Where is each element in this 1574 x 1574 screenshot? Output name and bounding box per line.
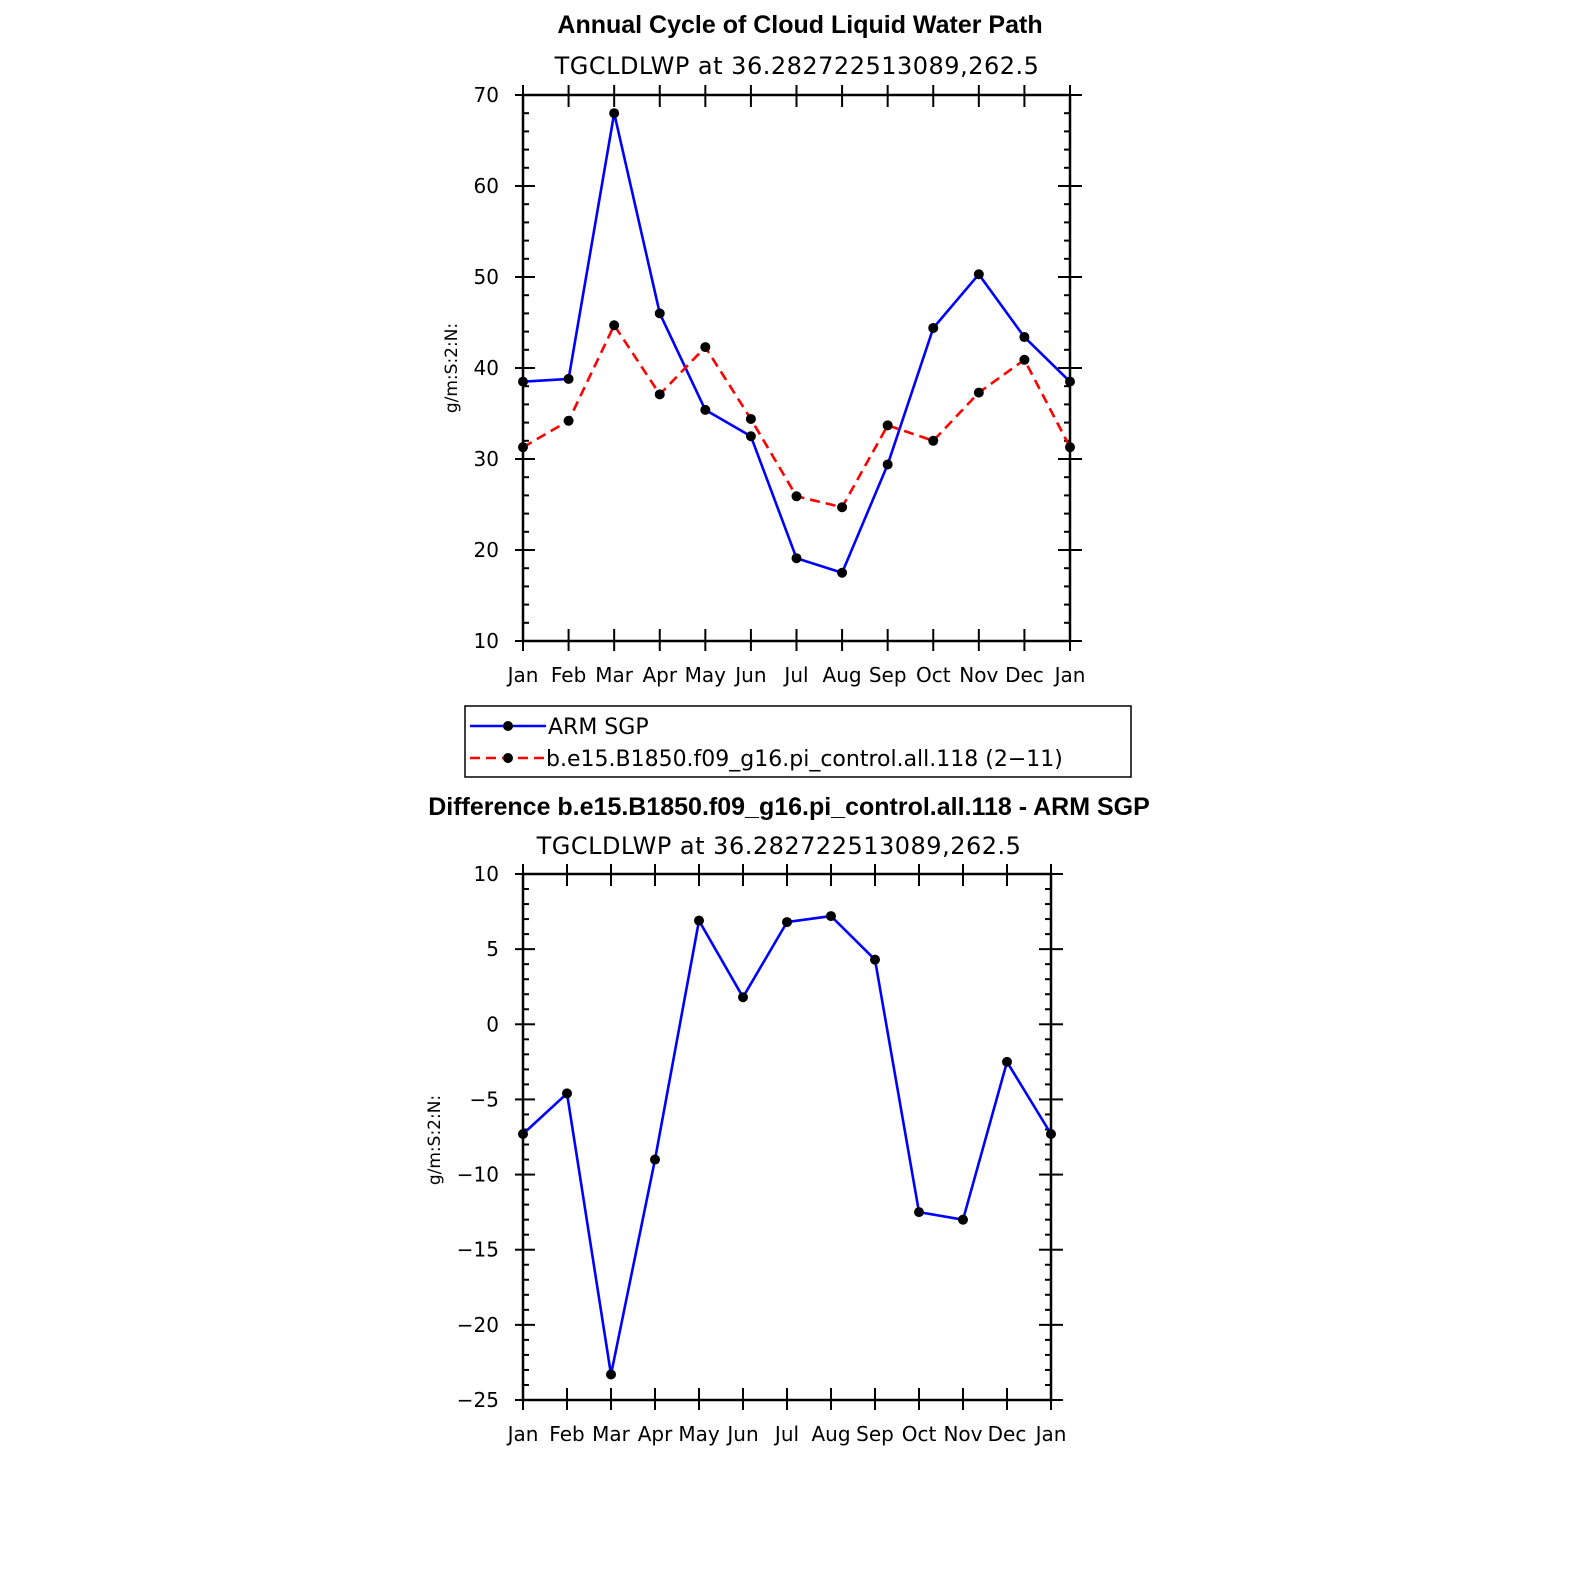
chart2-y-axis-label: g/m:S:2:N: [425, 1095, 445, 1185]
chart2-x-tick-label: Jan [506, 1422, 539, 1446]
chart1-series-0-point [654, 308, 665, 319]
chart1-series-1-point [700, 342, 711, 353]
chart2-x-tick-label: May [678, 1422, 720, 1446]
chart2-x-tick-label: Oct [902, 1422, 937, 1446]
chart2-series-0-point [606, 1369, 616, 1380]
difference-chart: Difference b.e15.B1850.f09_g16.pi_contro… [425, 793, 1150, 1446]
chart1-title: Annual Cycle of Cloud Liquid Water Path [557, 11, 1042, 39]
chart1-series-1-point [973, 387, 984, 398]
chart1-subtitle: TGCLDLWP at 36.282722513089,262.5 [554, 52, 1040, 80]
chart1-y-tick-label: 50 [474, 265, 499, 289]
chart1-series-1-point [745, 413, 756, 424]
chart2-series-0-point [562, 1088, 572, 1099]
chart1-series-1-point [1019, 354, 1030, 365]
chart1-series-1-point [654, 389, 665, 400]
legend: ARM SGP b.e15.B1850.f09_g16.pi_control.a… [464, 705, 1132, 778]
chart1-series-0-point [563, 373, 574, 384]
chart2-x-tick-label: Sep [856, 1422, 894, 1446]
chart2-x-tick-label: Nov [943, 1422, 982, 1446]
chart1-y-tick-label: 60 [474, 174, 499, 198]
chart2-series-0-point [826, 911, 836, 922]
chart1-series-0-point [609, 108, 620, 119]
chart2-x-tick-label: Mar [592, 1422, 631, 1446]
chart2-y-tick-label: 10 [474, 862, 499, 886]
chart1-y-tick-label: 40 [474, 356, 499, 380]
chart2-series-0-point [650, 1154, 660, 1165]
chart1-x-tick-label: Jun [733, 663, 766, 687]
chart1-y-tick-label: 10 [474, 629, 499, 653]
chart1-series-0-point [700, 404, 711, 415]
chart1-x-tick-label: Dec [1005, 663, 1044, 687]
legend-label-model: b.e15.B1850.f09_g16.pi_control.all.118 (… [546, 747, 1063, 772]
chart2-series-0-point [1002, 1056, 1012, 1067]
chart1-x-tick-label: Apr [642, 663, 677, 687]
legend-box [464, 705, 1132, 778]
chart1-x-tick-label: Aug [823, 663, 862, 687]
chart1-x-tick-label: Nov [959, 663, 998, 687]
chart2-subtitle: TGCLDLWP at 36.282722513089,262.5 [536, 832, 1022, 860]
chart1-x-tick-label: Jan [1053, 663, 1086, 687]
chart1-series-0-point [882, 459, 893, 470]
chart1-x-tick-label: Jan [506, 663, 539, 687]
legend-marker-arm-sgp [503, 721, 513, 731]
chart2-y-tick-label: 0 [486, 1012, 499, 1036]
chart2-x-tick-label: Jan [1034, 1422, 1067, 1446]
chart1-series-0-point [745, 431, 756, 442]
chart1-series-0-point [1019, 332, 1030, 343]
chart2-series-0-point [958, 1214, 968, 1225]
chart2-plot-frame [521, 872, 1053, 1402]
chart2-series-0-point [782, 917, 792, 928]
chart1-x-tick-label: Oct [916, 663, 951, 687]
chart1-x-tick-label: Jul [782, 663, 808, 687]
chart2-x-tick-label: Apr [638, 1422, 673, 1446]
chart1-y-axis-label: g/m:S:2:N: [442, 323, 462, 413]
chart1-series-1-point [928, 435, 939, 446]
chart2-title: Difference b.e15.B1850.f09_g16.pi_contro… [428, 793, 1150, 821]
chart1-x-tick-label: Mar [595, 663, 634, 687]
chart1-series-line-0 [522, 111, 1071, 575]
legend-label-arm-sgp: ARM SGP [548, 715, 649, 740]
chart1-y-tick-label: 20 [474, 538, 499, 562]
chart1-series-0-point [973, 269, 984, 280]
chart1-series-1-point [837, 502, 848, 513]
chart2-series-line-0 [522, 914, 1053, 1376]
chart1-series-1-point [609, 320, 620, 331]
chart2-y-tick-label: −10 [457, 1163, 499, 1187]
chart2-x-tick-label: Dec [988, 1422, 1027, 1446]
chart1-series-0-point [791, 553, 802, 564]
chart1-x-tick-label: Sep [869, 663, 907, 687]
chart1-series-0-point [928, 322, 939, 333]
chart1-y-tick-label: 30 [474, 447, 499, 471]
chart2-y-tick-label: −15 [457, 1238, 499, 1262]
chart2-x-tick-label: Jul [773, 1422, 799, 1446]
chart2-x-tick-label: Jun [725, 1422, 758, 1446]
chart1-x-tick-label: Feb [551, 663, 586, 687]
chart1-series-line-1 [522, 323, 1072, 509]
chart1-x-tick-label: May [685, 663, 727, 687]
chart2-y-tick-label: −5 [470, 1087, 499, 1111]
chart2-series-0-point [738, 992, 748, 1003]
chart2-y-tick-label: −25 [457, 1388, 499, 1412]
annual-cycle-chart: Annual Cycle of Cloud Liquid Water Path … [442, 11, 1132, 778]
chart1-series-0-point [837, 567, 848, 578]
chart2-series-0-point [914, 1207, 924, 1218]
chart2-x-tick-label: Feb [549, 1422, 584, 1446]
chart2-series-0-point [870, 954, 880, 965]
chart2-y-tick-label: −20 [457, 1313, 499, 1337]
chart2-series-0-point [694, 915, 704, 926]
chart2-y-tick-label: 5 [486, 937, 499, 961]
chart1-y-tick-label: 70 [474, 83, 499, 107]
chart1-series-1-point [791, 491, 802, 502]
chart1-series-1-point [563, 415, 574, 426]
legend-marker-model [503, 753, 513, 763]
chart1-series-1-point [882, 420, 893, 431]
chart2-x-tick-label: Aug [811, 1422, 850, 1446]
chart1-plot-frame [521, 93, 1072, 643]
